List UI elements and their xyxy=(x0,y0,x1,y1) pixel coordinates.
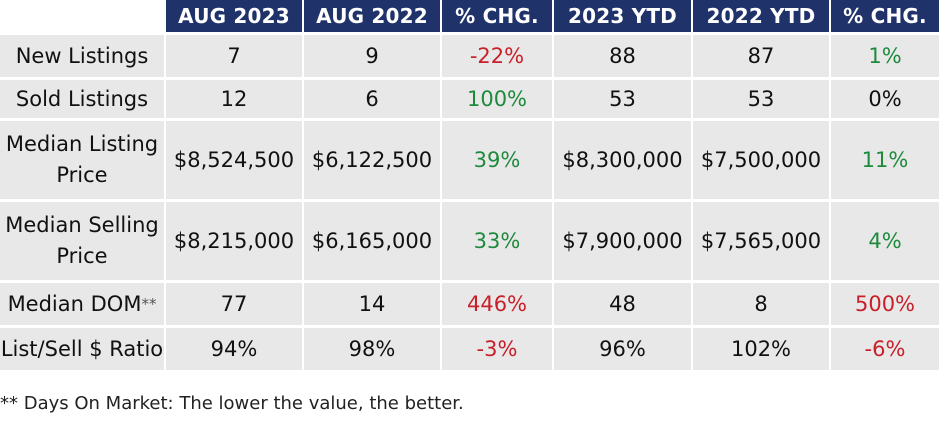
table-cell: $7,565,000 xyxy=(692,199,831,282)
table-cell: 7 xyxy=(165,32,304,79)
row-label: Sold Listings xyxy=(0,77,166,120)
table-cell: $6,165,000 xyxy=(303,199,442,282)
table-cell: 446% xyxy=(441,280,554,327)
table-cell: 500% xyxy=(830,280,939,327)
row-label: Median DOM xyxy=(7,292,142,316)
header-2022-ytd: 2022 YTD xyxy=(692,0,831,34)
table-cell: 102% xyxy=(692,325,831,370)
table-cell: 94% xyxy=(165,325,304,370)
table-cell: 9 xyxy=(303,32,442,79)
table-cell: 48 xyxy=(553,280,693,327)
table-cell: -3% xyxy=(441,325,554,370)
table-cell: 14 xyxy=(303,280,442,327)
table-cell: $8,300,000 xyxy=(553,118,693,201)
table-cell: 11% xyxy=(830,118,939,201)
table-cell: $7,900,000 xyxy=(553,199,693,282)
table-cell: $8,524,500 xyxy=(165,118,304,201)
row-label: New Listings xyxy=(0,32,166,79)
table-cell: 12 xyxy=(165,77,304,120)
table-cell: 4% xyxy=(830,199,939,282)
table-cell: 87 xyxy=(692,32,831,79)
table-cell: 33% xyxy=(441,199,554,282)
header-aug-2022: AUG 2022 xyxy=(303,0,442,34)
row-label: Median Selling Price xyxy=(0,199,166,282)
header-corner xyxy=(0,0,166,34)
footnote: ** Days On Market: The lower the value, … xyxy=(0,393,464,414)
header-2023-ytd: 2023 YTD xyxy=(553,0,693,34)
table-cell: 100% xyxy=(441,77,554,120)
header-monthly-pct-change: % CHG. xyxy=(441,0,554,34)
header-ytd-pct-change: % CHG. xyxy=(830,0,939,34)
table-cell: 98% xyxy=(303,325,442,370)
table-cell: 96% xyxy=(553,325,693,370)
market-stats-table: AUG 2023 AUG 2022 % CHG. 2023 YTD 2022 Y… xyxy=(0,0,939,370)
header-aug-2023: AUG 2023 xyxy=(165,0,304,34)
table-cell: $6,122,500 xyxy=(303,118,442,201)
table-cell: -6% xyxy=(830,325,939,370)
header-row: AUG 2023 AUG 2022 % CHG. 2023 YTD 2022 Y… xyxy=(0,0,939,34)
table-cell: -22% xyxy=(441,32,554,79)
table-cell: 6 xyxy=(303,77,442,120)
table-cell: $8,215,000 xyxy=(165,199,304,282)
table-row-sold-listings: Sold Listings 12 6 100% 53 53 0% xyxy=(0,77,939,120)
table-cell: 8 xyxy=(692,280,831,327)
table-cell: $7,500,000 xyxy=(692,118,831,201)
row-label: List/Sell $ Ratio xyxy=(0,325,166,370)
table-cell: 1% xyxy=(830,32,939,79)
table-row-new-listings: New Listings 7 9 -22% 88 87 1% xyxy=(0,32,939,79)
table-row-median-listing-price: Median Listing Price $8,524,500 $6,122,5… xyxy=(0,118,939,201)
table-cell: 0% xyxy=(830,77,939,120)
table-cell: 88 xyxy=(553,32,693,79)
table-row-list-sell-ratio: List/Sell $ Ratio 94% 98% -3% 96% 102% -… xyxy=(0,325,939,370)
table-cell: 53 xyxy=(553,77,693,120)
row-label: Median Listing Price xyxy=(0,118,166,201)
row-label-median-dom: Median DOM** xyxy=(0,280,166,327)
footnote-marker: ** xyxy=(141,295,157,313)
table-cell: 53 xyxy=(692,77,831,120)
table-row-median-selling-price: Median Selling Price $8,215,000 $6,165,0… xyxy=(0,199,939,282)
table-cell: 77 xyxy=(165,280,304,327)
table-cell: 39% xyxy=(441,118,554,201)
table-row-median-dom: Median DOM** 77 14 446% 48 8 500% xyxy=(0,280,939,327)
